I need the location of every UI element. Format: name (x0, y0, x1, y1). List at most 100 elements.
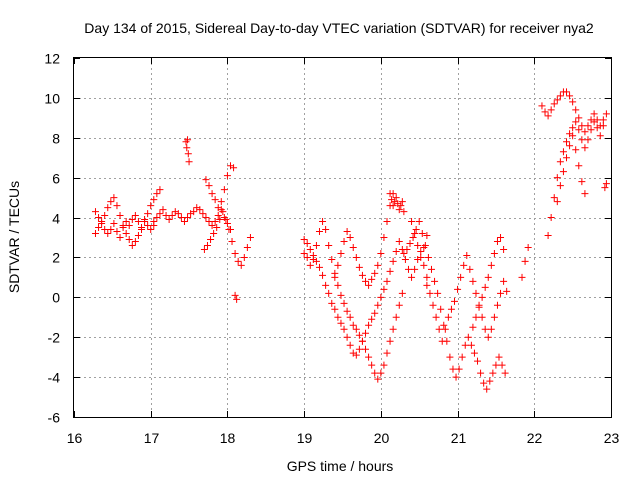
data-point (389, 257, 397, 265)
data-point (328, 255, 336, 263)
data-point (466, 265, 474, 273)
data-point (470, 349, 478, 357)
data-point (349, 243, 357, 251)
data-point (309, 255, 317, 263)
data-point (492, 361, 500, 369)
data-point (371, 309, 379, 317)
data-point (358, 271, 366, 279)
data-point (156, 186, 164, 194)
data-point (352, 253, 360, 261)
data-point (432, 313, 440, 321)
data-point (343, 333, 351, 341)
y-tick-label: -2 (48, 330, 61, 346)
data-point (374, 375, 382, 383)
data-point (447, 305, 455, 313)
data-point (593, 124, 601, 132)
data-point (404, 265, 412, 273)
data-point (346, 234, 354, 241)
data-point (325, 241, 333, 249)
data-point (331, 305, 339, 313)
data-point (134, 218, 142, 226)
data-point (368, 275, 376, 283)
data-point (602, 110, 610, 118)
data-point (590, 118, 598, 126)
data-point (401, 255, 409, 263)
data-point (233, 295, 241, 303)
data-point (153, 190, 161, 198)
data-point (340, 237, 348, 245)
data-point (490, 249, 498, 257)
y-tick-label: 8 (52, 131, 60, 147)
data-point (211, 218, 219, 226)
data-point (434, 289, 442, 297)
data-point (395, 206, 403, 214)
chart-title: Day 134 of 2015, Sidereal Day-to-day VTE… (84, 20, 594, 36)
data-point (556, 158, 564, 166)
data-point (355, 263, 363, 271)
data-point (480, 379, 488, 387)
data-point (207, 235, 215, 243)
data-point (246, 234, 254, 241)
data-point (581, 190, 589, 198)
data-point (319, 271, 327, 279)
data-point (303, 239, 311, 247)
data-point (325, 289, 333, 297)
data-point (584, 122, 592, 130)
data-point (424, 253, 432, 261)
y-tick-label: -6 (48, 410, 61, 426)
series-track-i (300, 218, 406, 383)
data-point (481, 283, 489, 291)
data-point (141, 216, 149, 224)
series-track-o (469, 234, 508, 331)
data-point (110, 220, 118, 228)
data-point (205, 218, 213, 226)
data-point (411, 265, 419, 273)
data-point (365, 321, 373, 329)
series-track-s (553, 132, 589, 206)
series-track-g (231, 291, 241, 303)
data-point (91, 230, 99, 238)
data-point (495, 353, 503, 361)
x-axis-label: GPS time / hours (287, 458, 394, 474)
plot-frame (73, 57, 612, 418)
data-point (368, 361, 376, 369)
y-tick-label: -4 (48, 370, 61, 386)
data-point (417, 253, 425, 261)
data-point (386, 190, 394, 198)
data-point (572, 106, 580, 114)
data-point (423, 232, 431, 240)
data-point (334, 261, 342, 269)
data-point (128, 241, 136, 249)
data-point (159, 206, 167, 214)
data-point (572, 146, 580, 154)
data-point (322, 281, 330, 289)
data-point (563, 138, 571, 146)
data-point (131, 237, 139, 245)
data-point (337, 319, 345, 327)
data-point (180, 218, 188, 226)
data-point (518, 273, 526, 281)
data-point (362, 345, 370, 353)
data-point (490, 313, 498, 321)
data-point (441, 325, 449, 333)
data-point (346, 341, 354, 349)
data-point (217, 198, 225, 206)
data-point (477, 369, 485, 377)
data-point (199, 210, 207, 218)
data-point (210, 230, 218, 238)
y-tick-label: 4 (52, 211, 60, 227)
x-tick-label: 20 (374, 430, 390, 446)
data-point (392, 313, 400, 321)
data-point (587, 126, 595, 134)
data-point (578, 122, 586, 130)
data-point (458, 353, 466, 361)
data-point (408, 273, 416, 281)
data-point (437, 305, 445, 313)
x-tick-label: 18 (220, 430, 236, 446)
data-point (343, 307, 351, 315)
data-point (575, 162, 583, 170)
data-point (150, 222, 158, 230)
data-point (524, 243, 532, 251)
data-point (452, 373, 460, 381)
data-point (128, 216, 136, 224)
